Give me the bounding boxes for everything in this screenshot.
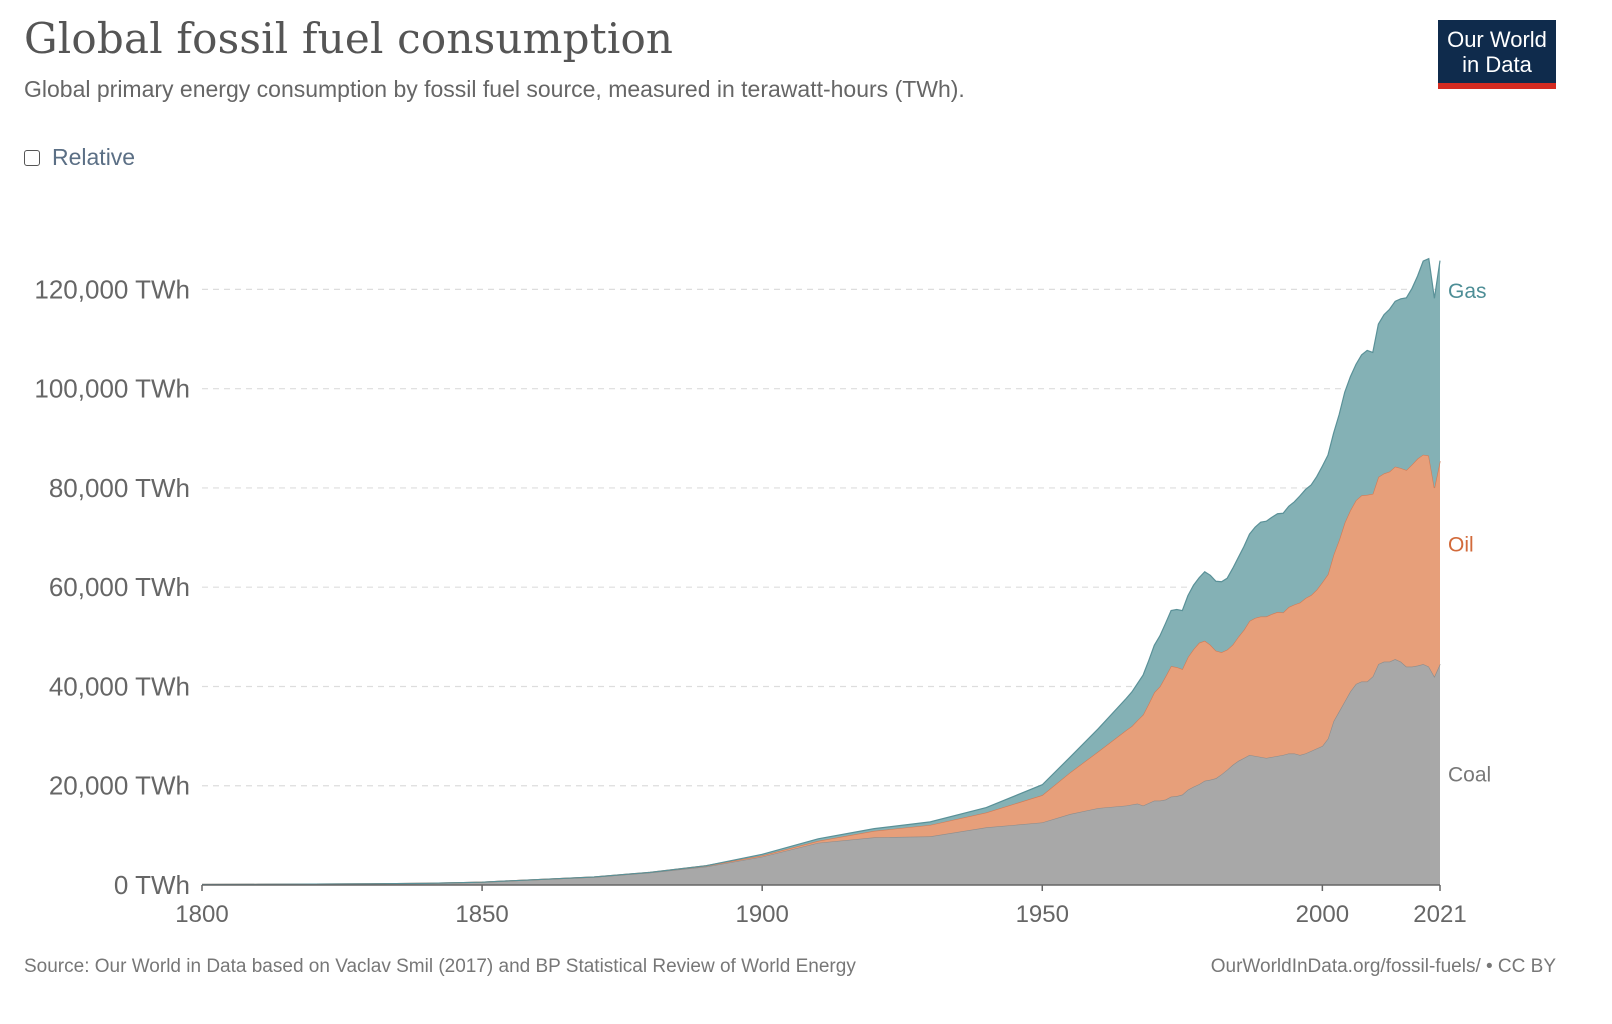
series-label-gas: Gas [1448,280,1487,303]
x-tick-label: 2021 [1413,901,1466,928]
y-tick-label: 40,000 TWh [49,671,190,701]
owid-logo[interactable]: Our World in Data [1438,20,1556,89]
y-tick-label: 60,000 TWh [49,572,190,602]
y-tick-label: 20,000 TWh [49,771,190,801]
y-tick-label: 120,000 TWh [34,274,190,304]
source-note: Source: Our World in Data based on Vacla… [24,956,856,977]
source-link[interactable]: OurWorldInData.org/fossil-fuels/ • CC BY [1210,956,1556,977]
grid-lines [202,288,1440,787]
logo-line-1: Our World [1447,27,1547,52]
series-label-oil: Oil [1448,534,1474,557]
relative-label: Relative [52,144,136,170]
axes: 0 TWh 20,000 TWh 40,000 TWh 60,000 TWh 80,00… [34,274,1466,928]
chart-title: Global fossil fuel consumption [24,14,674,63]
y-tick-label: 0 TWh [114,870,190,900]
x-tick-label: 2000 [1296,901,1349,928]
chart-subtitle: Global primary energy consumption by fos… [24,76,965,102]
x-tick-label: 1800 [175,901,228,928]
series-labels: Coal Oil Gas [1448,280,1491,787]
area-line-gas [201,257,1441,886]
logo-line-2: in Data [1462,52,1532,77]
series-label-coal: Coal [1448,764,1491,787]
area-coal[interactable] [202,659,1440,885]
relative-toggle[interactable]: Relative [24,144,135,171]
areas [201,257,1441,886]
y-tick-label: 100,000 TWh [34,374,190,404]
area-oil[interactable] [202,454,1440,885]
y-tick-label: 80,000 TWh [49,473,190,503]
x-tick-label: 1850 [455,901,508,928]
relative-checkbox[interactable] [24,149,40,166]
x-tick-label: 1950 [1016,901,1069,928]
x-tick-label: 1900 [735,901,788,928]
